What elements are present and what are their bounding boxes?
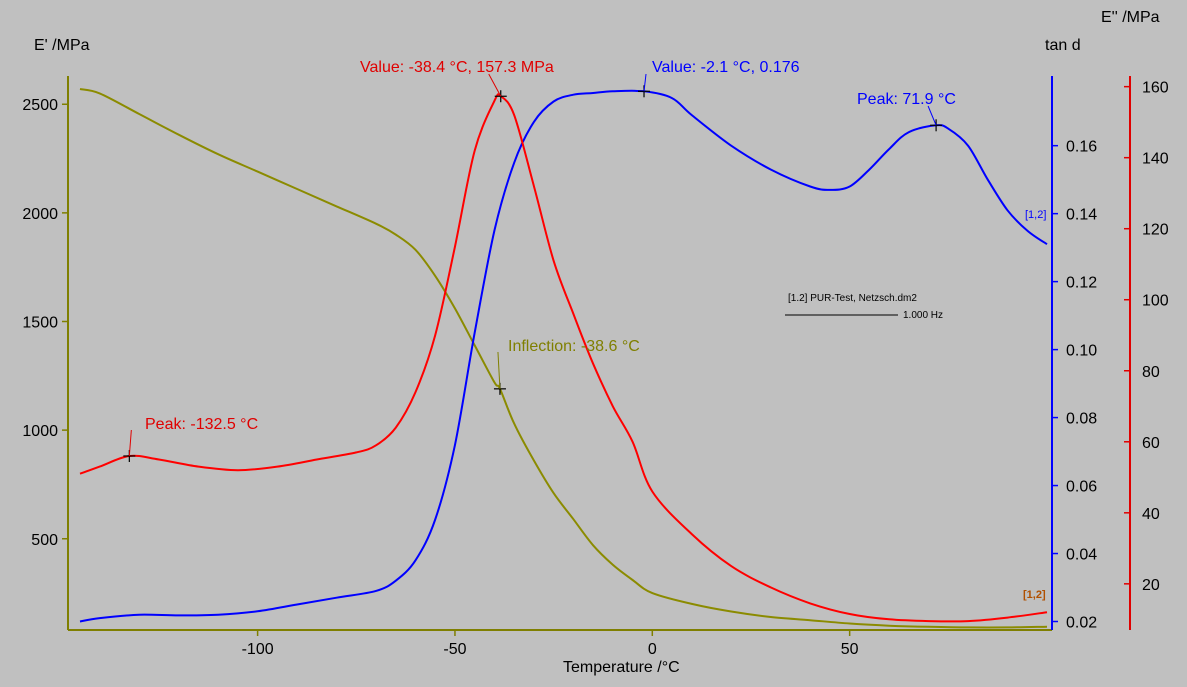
e-double-prime-tick-label-0: 20	[1142, 577, 1160, 594]
series-tag-tan-d: [1,2]	[1025, 209, 1046, 221]
marker-group	[123, 73, 943, 462]
leader-value-blue	[643, 73, 647, 92]
leader-peak-blue	[927, 105, 937, 126]
e-double-prime-tick-label-6: 140	[1142, 151, 1169, 168]
annotation-peak-tan-d: Peak: 71.9 °C	[857, 91, 956, 108]
e-double-prime-tick-label-3: 80	[1142, 364, 1160, 381]
legend-frequency-label: 1.000 Hz	[903, 310, 943, 321]
annotation-peak-e-double-prime: Peak: -132.5 °C	[145, 416, 258, 433]
tick-group: 500 1000 1500 2000 2500 -100 -50 0 50 0.02 0.04 0.0…	[22, 80, 1168, 658]
tan-d-tick-label-6: 0.14	[1066, 207, 1097, 224]
leader-inflection	[497, 351, 501, 389]
e-double-prime-tick-label-4: 100	[1142, 293, 1169, 310]
annotation-inflection-e-prime: Inflection: -38.6 °C	[508, 338, 640, 355]
tan-d-axis-title: tan d	[1045, 37, 1081, 54]
series-tan-d	[79, 89, 1048, 623]
e-double-prime-tick-label-1: 40	[1142, 506, 1160, 523]
series-group	[79, 88, 1048, 629]
left-tick-label-3: 2000	[22, 206, 58, 223]
legend-file-label: [1.2] PUR-Test, Netzsch.dm2	[788, 293, 917, 304]
x-axis-title: Temperature /°C	[563, 659, 680, 676]
series-e-double-prime	[79, 93, 1048, 623]
series-e-prime	[79, 88, 1048, 629]
annotation-value-tan-d: Value: -2.1 °C, 0.176	[652, 59, 800, 76]
x-tick-label-2: 0	[648, 641, 657, 658]
tan-d-tick-label-3: 0.08	[1066, 411, 1097, 428]
e-double-prime-axis-title: E'' /MPa	[1101, 9, 1160, 26]
left-tick-label-0: 500	[31, 532, 58, 549]
tan-d-tick-label-1: 0.04	[1066, 547, 1097, 564]
leader-peak-left	[128, 429, 132, 457]
tan-d-tick-label-4: 0.10	[1066, 343, 1097, 360]
leader-value-red	[488, 73, 502, 97]
left-tick-label-2: 1500	[22, 314, 58, 331]
x-tick-label-1: -50	[443, 641, 466, 658]
x-tick-label-0: -100	[242, 641, 274, 658]
tan-d-tick-label-5: 0.12	[1066, 275, 1097, 292]
annotation-value-e-double-prime: Value: -38.4 °C, 157.3 MPa	[360, 59, 554, 76]
tan-d-tick-label-0: 0.02	[1066, 615, 1097, 632]
tan-d-tick-label-2: 0.06	[1066, 479, 1097, 496]
x-tick-label-3: 50	[841, 641, 859, 658]
series-tag-e-double-prime: [1,2]	[1023, 589, 1046, 601]
e-double-prime-tick-label-7: 160	[1142, 80, 1169, 97]
left-tick-label-1: 1000	[22, 423, 58, 440]
e-double-prime-tick-label-5: 120	[1142, 222, 1169, 239]
left-tick-label-4: 2500	[22, 97, 58, 114]
e-double-prime-tick-label-2: 60	[1142, 435, 1160, 452]
tan-d-tick-label-7: 0.16	[1066, 139, 1097, 156]
left-axis-title: E' /MPa	[34, 37, 90, 54]
